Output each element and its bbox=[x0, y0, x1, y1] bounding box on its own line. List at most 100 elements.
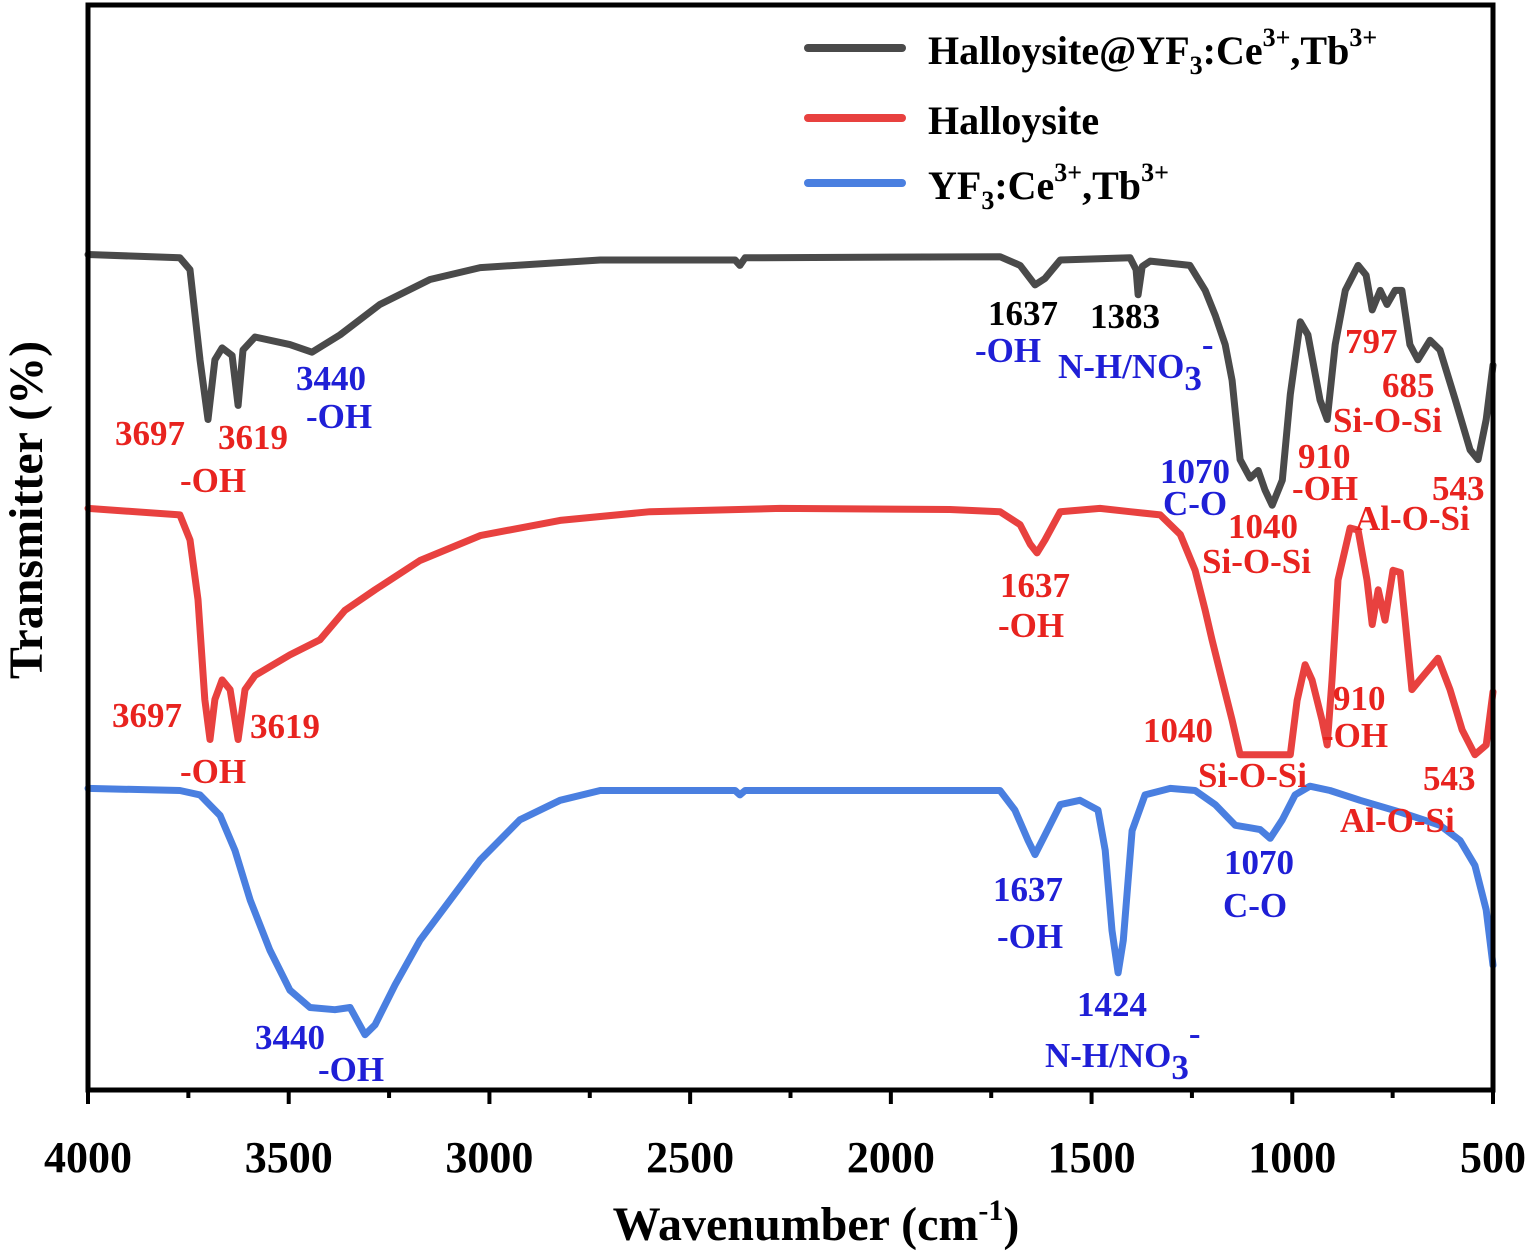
peak-annotation-text: Si-O-Si bbox=[1198, 756, 1307, 795]
x-tick-label: 500 bbox=[1460, 1133, 1526, 1182]
peak-annotation: Si-O-Si bbox=[1333, 401, 1442, 440]
legend-label-part: 3+ bbox=[1349, 23, 1377, 52]
peak-annotation: -OH bbox=[1322, 716, 1388, 755]
peak-annotation: 543 bbox=[1432, 469, 1485, 508]
peak-annotation-text: 1040 bbox=[1143, 711, 1213, 750]
peak-annotation: -OH bbox=[318, 1050, 384, 1089]
peak-annotation: C-O bbox=[1163, 484, 1227, 523]
legend-label-part: 3+ bbox=[1263, 23, 1291, 52]
series-line-0 bbox=[84, 251, 1497, 509]
peak-annotation: 685 bbox=[1382, 366, 1435, 405]
peak-annotation: Si-O-Si bbox=[1198, 756, 1307, 795]
peak-annotation-text: Si-O-Si bbox=[1333, 401, 1442, 440]
peak-annotation-text: -OH bbox=[1292, 469, 1358, 508]
peak-annotation-text: 1040 bbox=[1228, 507, 1298, 546]
peak-annotation: 3440 bbox=[255, 1018, 325, 1057]
legend-label-part: 3 bbox=[981, 186, 994, 215]
series-line-1 bbox=[84, 504, 1497, 759]
series-line-2 bbox=[84, 782, 1497, 1039]
x-tick-label: 3000 bbox=[445, 1133, 533, 1182]
peak-annotation: 797 bbox=[1345, 322, 1398, 361]
legend-label-part: Halloysite@YF bbox=[928, 28, 1190, 73]
x-axis-title: Wavenumber (cm-1) bbox=[613, 1194, 1020, 1251]
peak-annotation-text: 3697 bbox=[115, 414, 185, 453]
peak-annotation-sub: 3 bbox=[1184, 359, 1202, 398]
peak-annotation: -OH bbox=[180, 461, 246, 500]
peak-annotation-text: 543 bbox=[1432, 469, 1485, 508]
peak-annotation: 3440 bbox=[296, 359, 366, 398]
peak-annotation: 3697 bbox=[115, 414, 185, 453]
peak-annotation: -OH bbox=[998, 606, 1064, 645]
peak-annotation-text: 3619 bbox=[250, 707, 320, 746]
x-axis-title-sup: -1 bbox=[978, 1194, 1003, 1227]
peak-annotation: Al-O-Si bbox=[1340, 801, 1455, 840]
peak-annotation-text: 3697 bbox=[112, 696, 182, 735]
series-layer bbox=[84, 251, 1497, 1039]
peak-annotation: 3619 bbox=[250, 707, 320, 746]
peak-annotation: N-H/NO3- bbox=[1045, 1014, 1201, 1087]
peak-annotation-text: 1383 bbox=[1090, 297, 1160, 336]
peak-annotation-text: -OH bbox=[997, 917, 1063, 956]
x-tick-label: 1000 bbox=[1248, 1133, 1336, 1182]
legend-label-part: :Ce bbox=[1203, 28, 1263, 73]
peak-annotation-text: N-H/NO bbox=[1058, 347, 1184, 386]
peak-annotation: 3697 bbox=[112, 696, 182, 735]
legend-label-part: YF bbox=[928, 163, 981, 208]
x-tick-label: 2500 bbox=[646, 1133, 734, 1182]
peak-annotation: N-H/NO3- bbox=[1058, 325, 1214, 398]
peak-annotation-text: C-O bbox=[1163, 484, 1227, 523]
peak-annotation: 1040 bbox=[1143, 711, 1213, 750]
legend-label-part: :Ce bbox=[994, 163, 1054, 208]
x-tick-label: 3500 bbox=[245, 1133, 333, 1182]
peak-annotation-text: 1637 bbox=[993, 870, 1063, 909]
peak-annotation-text: 3440 bbox=[296, 359, 366, 398]
peak-annotation: 543 bbox=[1423, 759, 1476, 798]
x-tick-label: 4000 bbox=[44, 1133, 132, 1182]
peak-annotation-text: 1637 bbox=[1000, 566, 1070, 605]
legend-label-part: Halloysite bbox=[928, 98, 1099, 143]
peak-annotation: 1637 bbox=[1000, 566, 1070, 605]
peak-annotation: 1070 bbox=[1224, 843, 1294, 882]
legend-label-0: Halloysite@YF3:Ce3+,Tb3+ bbox=[928, 23, 1377, 80]
legend: Halloysite@YF3:Ce3+,Tb3+HalloysiteYF3:Ce… bbox=[804, 23, 1377, 215]
peak-annotation-text: -OH bbox=[975, 331, 1041, 370]
peak-annotation-text: -OH bbox=[318, 1050, 384, 1089]
peak-annotation: Al-O-Si bbox=[1355, 499, 1470, 538]
peak-annotation-text: -OH bbox=[1322, 716, 1388, 755]
peak-annotation-text: Al-O-Si bbox=[1355, 499, 1470, 538]
peak-annotation: -OH bbox=[997, 917, 1063, 956]
peak-annotation-text: 910 bbox=[1298, 437, 1351, 476]
peak-annotation: -OH bbox=[975, 331, 1041, 370]
legend-label-part: 3+ bbox=[1054, 158, 1082, 187]
x-axis: 4000 3500 3000 2500 2000 1500 1000 500 bbox=[44, 1090, 1526, 1182]
legend-label-part: ,Tb bbox=[1290, 28, 1349, 73]
x-tick-label: 1500 bbox=[1048, 1133, 1136, 1182]
peak-annotation-text: 797 bbox=[1345, 322, 1398, 361]
peak-annotation-text: 1070 bbox=[1160, 452, 1230, 491]
peak-annotation: -OH bbox=[180, 752, 246, 791]
peak-annotation: 1040 bbox=[1228, 507, 1298, 546]
y-axis-title: Transmitter (%) bbox=[0, 341, 53, 679]
peak-annotation-sub: 3 bbox=[1171, 1048, 1189, 1087]
legend-label-part: ,Tb bbox=[1082, 163, 1141, 208]
peak-annotation: 1637 bbox=[988, 294, 1058, 333]
peak-annotation: 3619 bbox=[218, 418, 288, 457]
peak-annotation: Si-O-Si bbox=[1202, 542, 1311, 581]
peak-annotation: 1070 bbox=[1160, 452, 1230, 491]
peak-annotation-text: Si-O-Si bbox=[1202, 542, 1311, 581]
peak-annotation-text: -OH bbox=[180, 461, 246, 500]
peak-annotation-text: -OH bbox=[306, 397, 372, 436]
peak-annotation-text: 910 bbox=[1333, 679, 1386, 718]
peak-annotation: 910 bbox=[1333, 679, 1386, 718]
peak-annotation-text: -OH bbox=[180, 752, 246, 791]
x-axis-title-main: Wavenumber (cm bbox=[613, 1198, 979, 1251]
peak-annotation-text: -OH bbox=[998, 606, 1064, 645]
peak-annotation-text: Al-O-Si bbox=[1340, 801, 1455, 840]
peak-annotation-text: 3440 bbox=[255, 1018, 325, 1057]
legend-label-part: 3+ bbox=[1141, 158, 1169, 187]
legend-label-part: 3 bbox=[1190, 51, 1203, 80]
x-tick-label: 2000 bbox=[847, 1133, 935, 1182]
peak-annotation-text: N-H/NO bbox=[1045, 1036, 1171, 1075]
